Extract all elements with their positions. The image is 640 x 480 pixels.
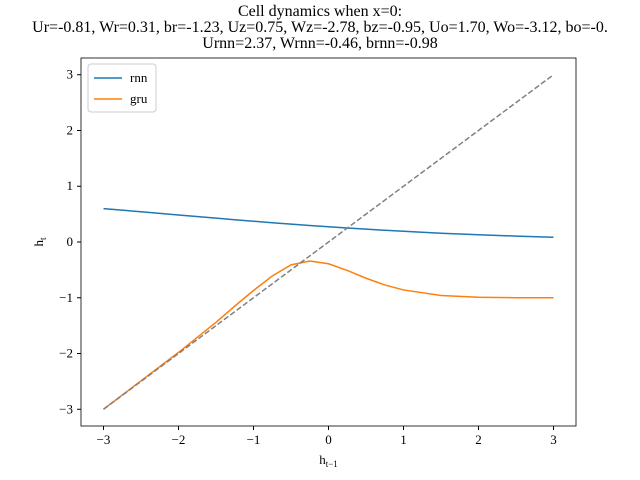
- xlabel-base: h: [319, 452, 326, 467]
- x-tick-label: 2: [475, 432, 482, 447]
- legend-label: gru: [130, 91, 148, 106]
- ylabel-base: h: [31, 240, 46, 247]
- legend-box: [87, 63, 157, 113]
- x-tick-label: 0: [325, 432, 332, 447]
- y-tick-label: 2: [67, 122, 74, 137]
- chart-title: Ur=-0.81, Wr=0.31, br=-1.23, Uz=0.75, Wz…: [32, 19, 608, 36]
- y-tick-label: −1: [59, 290, 73, 305]
- line: [103, 207, 554, 238]
- ylabel: ht: [31, 237, 48, 247]
- xlabel-sub: t−1: [326, 459, 338, 469]
- legend-label: rnn: [130, 70, 148, 85]
- ylabel-sub: t: [38, 237, 48, 240]
- plot-frame: [80, 57, 577, 427]
- chart-title: Urnn=2.37, Wrnn=-0.46, brnn=-0.98: [202, 35, 437, 52]
- y-tick-label: 0: [67, 234, 74, 249]
- y-tick-label: −2: [59, 346, 73, 361]
- x-tick-label: −1: [247, 432, 261, 447]
- y-tick-label: 3: [67, 67, 74, 82]
- y-tick-label: −3: [59, 401, 73, 416]
- x-tick-label: 1: [400, 432, 407, 447]
- line: [103, 74, 554, 410]
- x-tick-label: −2: [172, 432, 186, 447]
- y-tick-label: 1: [67, 178, 74, 193]
- x-tick-label: −3: [97, 432, 111, 447]
- x-tick-label: 3: [550, 432, 557, 447]
- line: [103, 260, 554, 410]
- chart-title: Cell dynamics when x=0:: [238, 3, 402, 20]
- xlabel: ht−1: [319, 452, 338, 469]
